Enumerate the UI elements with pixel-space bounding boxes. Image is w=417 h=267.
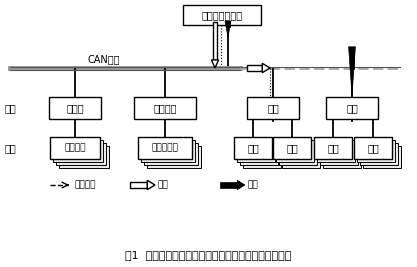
- Text: CAN总线: CAN总线: [88, 54, 121, 64]
- Polygon shape: [349, 47, 355, 96]
- Bar: [147, 146, 201, 168]
- Bar: [141, 140, 195, 162]
- Text: 探头: 探头: [286, 143, 298, 153]
- Text: 火警: 火警: [248, 180, 259, 190]
- Bar: [213, 22, 217, 60]
- Bar: [326, 97, 378, 119]
- Bar: [317, 140, 355, 162]
- Text: 单元: 单元: [5, 103, 17, 113]
- Bar: [59, 146, 109, 168]
- Bar: [53, 140, 103, 162]
- Text: 回路: 回路: [346, 103, 358, 113]
- Bar: [130, 182, 147, 188]
- Text: 模块: 模块: [247, 143, 259, 153]
- Bar: [226, 21, 230, 27]
- Text: 楼层显示器: 楼层显示器: [151, 143, 178, 152]
- Bar: [350, 47, 354, 69]
- Bar: [354, 137, 392, 159]
- Text: 探头: 探头: [367, 143, 379, 153]
- Bar: [247, 97, 299, 119]
- Bar: [56, 143, 106, 165]
- Bar: [234, 137, 272, 159]
- Bar: [183, 5, 261, 25]
- Bar: [144, 143, 198, 165]
- Polygon shape: [262, 63, 270, 73]
- Bar: [363, 146, 401, 168]
- Polygon shape: [225, 21, 231, 37]
- Bar: [138, 137, 192, 159]
- Text: 模块: 模块: [327, 143, 339, 153]
- Bar: [320, 143, 358, 165]
- Bar: [323, 146, 361, 168]
- Bar: [276, 140, 314, 162]
- Bar: [237, 140, 275, 162]
- Text: 回路: 回路: [267, 103, 279, 113]
- Bar: [243, 146, 281, 168]
- Bar: [357, 140, 395, 162]
- Bar: [282, 146, 320, 168]
- Bar: [240, 143, 278, 165]
- Bar: [247, 65, 262, 71]
- Bar: [273, 137, 311, 159]
- Polygon shape: [147, 180, 155, 190]
- Text: 模块: 模块: [5, 143, 17, 153]
- Text: 火灾报警控制器: 火灾报警控制器: [201, 10, 243, 20]
- Bar: [360, 143, 398, 165]
- Text: 转接模块: 转接模块: [153, 103, 177, 113]
- Text: 联动装置: 联动装置: [64, 143, 86, 152]
- Text: 非火命令: 非火命令: [75, 180, 96, 190]
- Bar: [314, 137, 352, 159]
- Bar: [49, 97, 101, 119]
- Bar: [134, 97, 196, 119]
- Text: 巡检: 巡检: [158, 180, 169, 190]
- Bar: [220, 182, 237, 188]
- Bar: [279, 143, 317, 165]
- Polygon shape: [211, 60, 219, 68]
- Polygon shape: [237, 180, 245, 190]
- Text: 图1  火灾报警控制系统结构及楼层显示器所在位置显示: 图1 火灾报警控制系统结构及楼层显示器所在位置显示: [125, 250, 291, 260]
- Text: 专线盘: 专线盘: [66, 103, 84, 113]
- Bar: [50, 137, 100, 159]
